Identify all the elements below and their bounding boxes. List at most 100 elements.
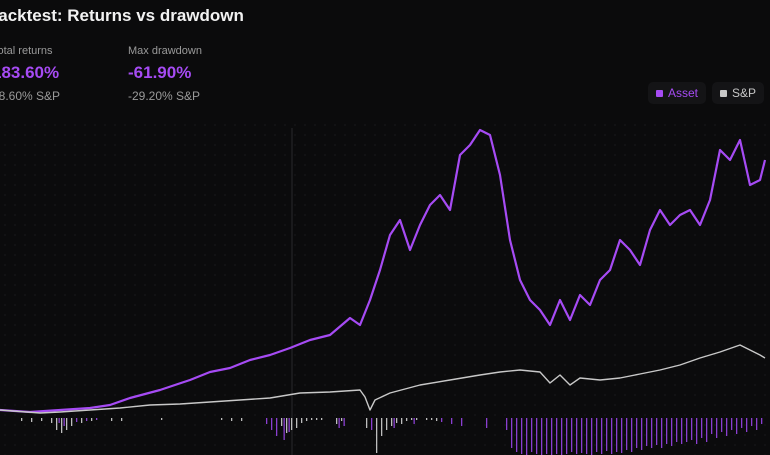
drawdown-bar-asset bbox=[736, 418, 738, 434]
drawdown-bar-asset bbox=[371, 418, 373, 430]
drawdown-bar-asset bbox=[731, 418, 733, 430]
page-title: Backtest: Returns vs drawdown bbox=[0, 6, 244, 25]
drawdown-bar-asset bbox=[696, 418, 698, 444]
stat-total-returns: Total returns 183.60% 48.60% S&P bbox=[0, 45, 60, 103]
drawdown-bar-sp bbox=[81, 418, 83, 423]
drawdown-bar-sp bbox=[341, 418, 343, 421]
drawdown-bar-sp bbox=[161, 418, 163, 420]
drawdown-bar-asset bbox=[641, 418, 643, 450]
drawdown-bar-sp bbox=[281, 418, 283, 426]
stat-value: -61.90% bbox=[128, 63, 192, 82]
drawdown-bar-asset bbox=[651, 418, 653, 448]
drawdown-bar-asset bbox=[526, 418, 528, 455]
drawdown-bar-asset bbox=[531, 418, 533, 452]
drawdown-bar-asset bbox=[601, 418, 603, 454]
drawdown-bar-sp bbox=[286, 418, 288, 433]
drawdown-bar-asset bbox=[626, 418, 628, 450]
drawdown-bar-asset bbox=[58, 418, 60, 423]
drawdown-bar-sp bbox=[311, 418, 313, 420]
legend-asset[interactable]: Asset bbox=[647, 82, 706, 104]
drawdown-bar-asset bbox=[706, 418, 708, 442]
drawdown-bar-asset bbox=[63, 418, 65, 426]
drawdown-bar-asset bbox=[676, 418, 678, 442]
stat-label: Total returns bbox=[0, 45, 53, 57]
drawdown-bar-sp bbox=[241, 418, 243, 421]
drawdown-bar-sp bbox=[336, 418, 338, 424]
drawdown-bar-sp bbox=[306, 418, 308, 421]
drawdown-bar-asset bbox=[691, 418, 693, 440]
drawdown-bar-asset bbox=[541, 418, 543, 455]
drawdown-bar-sp bbox=[51, 418, 53, 423]
drawdown-bar-asset bbox=[546, 418, 548, 454]
drawdown-bar-asset bbox=[656, 418, 658, 445]
legend-swatch-icon bbox=[719, 89, 727, 97]
drawdown-bar-asset bbox=[686, 418, 688, 442]
drawdown-bar-sp bbox=[436, 418, 438, 421]
drawdown-bar-asset bbox=[561, 418, 563, 455]
stat-sub: -29.20% S&P bbox=[128, 89, 201, 103]
drawdown-bar-asset bbox=[276, 418, 278, 436]
grid-dots bbox=[0, 120, 770, 455]
drawdown-bar-asset bbox=[506, 418, 508, 430]
drawdown-bar-asset bbox=[701, 418, 703, 438]
drawdown-bar-sp bbox=[121, 418, 123, 421]
drawdown-bar-asset bbox=[716, 418, 718, 438]
drawdown-bar-asset bbox=[451, 418, 453, 424]
drawdown-bar-asset bbox=[646, 418, 648, 446]
drawdown-bar-sp bbox=[391, 418, 393, 426]
legend-label: Asset bbox=[667, 86, 698, 100]
drawdown-bar-sp bbox=[366, 418, 368, 428]
drawdown-bar-asset bbox=[556, 418, 558, 454]
drawdown-bar-sp bbox=[231, 418, 233, 421]
drawdown-bar-asset bbox=[661, 418, 663, 448]
legend-sp[interactable]: S&P bbox=[711, 82, 764, 104]
drawdown-bar-sp bbox=[431, 418, 433, 420]
drawdown-bar-asset bbox=[571, 418, 573, 452]
drawdown-bar-asset bbox=[441, 418, 443, 422]
drawdown-bar-asset bbox=[746, 418, 748, 432]
drawdown-bar-asset bbox=[581, 418, 583, 453]
drawdown-bar-sp bbox=[396, 418, 398, 423]
legend: Asset S&P bbox=[647, 82, 764, 104]
drawdown-bar-sp bbox=[416, 418, 418, 420]
drawdown-bar-sp bbox=[301, 418, 303, 423]
drawdown-bar-asset bbox=[761, 418, 763, 424]
drawdown-bar-asset bbox=[76, 418, 78, 422]
drawdown-bar-asset bbox=[631, 418, 633, 452]
drawdown-bar-sp bbox=[376, 418, 378, 453]
drawdown-bar-asset bbox=[288, 418, 290, 432]
series-line-sp bbox=[0, 344, 766, 414]
drawdown-bar-asset bbox=[271, 418, 273, 430]
drawdown-bar-asset bbox=[283, 418, 285, 440]
drawdown-bar-asset bbox=[616, 418, 618, 452]
drawdown-bar-asset bbox=[516, 418, 518, 452]
drawdown-bar-sp bbox=[111, 418, 113, 421]
drawdown-bar-asset bbox=[666, 418, 668, 444]
drawdown-bar-sp bbox=[31, 418, 33, 422]
drawdown-bar-sp bbox=[56, 418, 58, 430]
drawdown-bar-sp bbox=[401, 418, 403, 424]
legend-label: S&P bbox=[731, 86, 756, 100]
stat-label: Max drawdown bbox=[128, 45, 202, 57]
drawdown-bar-sp bbox=[296, 418, 298, 428]
drawdown-bar-asset bbox=[511, 418, 513, 448]
drawdown-bar-asset bbox=[536, 418, 538, 454]
drawdown-bar-asset bbox=[681, 418, 683, 444]
drawdown-bar-asset bbox=[671, 418, 673, 446]
drawdown-bar-asset bbox=[521, 418, 523, 454]
drawdown-bar-asset bbox=[726, 418, 728, 436]
drawdown-bar-asset bbox=[756, 418, 758, 430]
drawdown-bar-sp bbox=[71, 418, 73, 426]
drawdown-bar-asset bbox=[486, 418, 488, 428]
drawdown-bar-sp bbox=[426, 418, 428, 420]
stat-sub: 48.60% S&P bbox=[0, 89, 61, 103]
drawdown-bar-sp bbox=[41, 418, 43, 421]
drawdown-bar-asset bbox=[721, 418, 723, 432]
drawdown-bar-asset bbox=[343, 418, 345, 426]
drawdown-bar-sp bbox=[291, 418, 293, 430]
stat-max-drawdown: Max drawdown -61.90% -29.20% S&P bbox=[128, 45, 202, 103]
drawdown-bar-sp bbox=[91, 418, 93, 421]
drawdown-bar-sp bbox=[386, 418, 388, 430]
drawdown-bar-asset bbox=[621, 418, 623, 453]
